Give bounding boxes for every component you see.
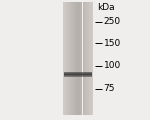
Bar <box>74 2 75 115</box>
Bar <box>85 2 86 115</box>
Bar <box>66 2 67 115</box>
Bar <box>91 2 92 115</box>
Bar <box>64 72 92 73</box>
Bar <box>79 2 80 115</box>
Bar <box>64 75 92 76</box>
Bar <box>70 2 71 115</box>
Bar <box>68 2 69 115</box>
Bar <box>75 2 76 115</box>
Bar <box>89 2 90 115</box>
Bar <box>64 2 65 115</box>
Bar <box>80 2 81 115</box>
Bar <box>92 2 93 115</box>
Bar <box>77 2 78 115</box>
Bar <box>78 2 79 115</box>
Bar <box>86 2 87 115</box>
Bar <box>63 2 64 115</box>
Bar <box>73 2 74 115</box>
Bar <box>87 2 88 115</box>
Bar <box>82 2 83 115</box>
Bar <box>69 2 70 115</box>
Bar <box>76 2 77 115</box>
Text: 150: 150 <box>103 39 121 48</box>
Bar <box>65 2 66 115</box>
Bar <box>88 2 89 115</box>
Bar <box>64 74 92 75</box>
Text: 100: 100 <box>103 62 121 71</box>
Bar <box>83 2 84 115</box>
Text: kDa: kDa <box>98 3 115 12</box>
Bar <box>72 2 73 115</box>
Bar <box>71 2 72 115</box>
Bar <box>64 73 92 74</box>
Bar <box>84 2 85 115</box>
Bar <box>81 2 82 115</box>
Bar <box>90 2 91 115</box>
Bar <box>67 2 68 115</box>
Bar <box>64 76 92 77</box>
Text: 250: 250 <box>103 17 121 26</box>
Text: 75: 75 <box>103 84 115 93</box>
